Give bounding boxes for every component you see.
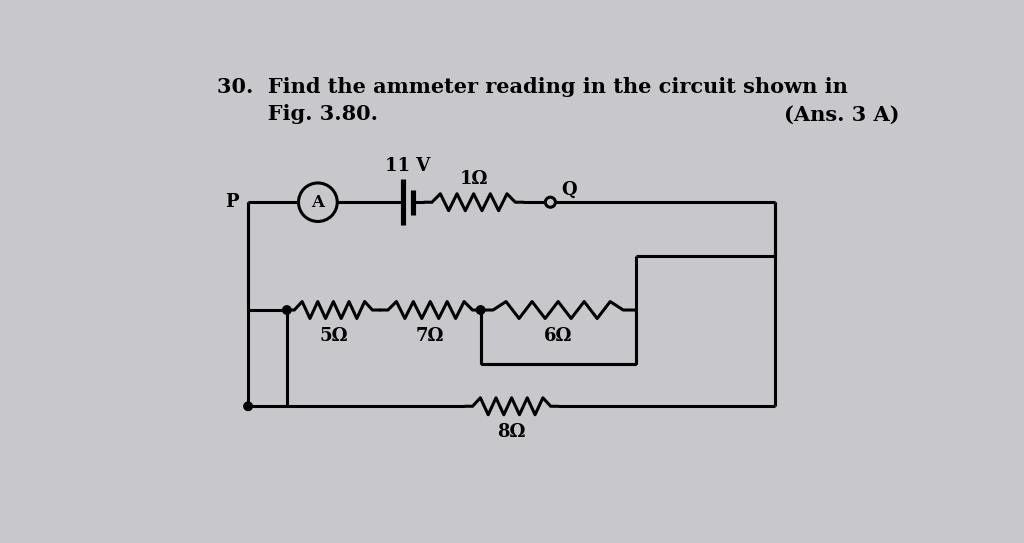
Circle shape	[476, 306, 485, 314]
Text: 8Ω: 8Ω	[498, 423, 525, 441]
Text: 5Ω: 5Ω	[319, 327, 347, 345]
Circle shape	[546, 197, 555, 207]
Text: Q: Q	[561, 180, 577, 198]
Text: (Ans. 3 A): (Ans. 3 A)	[783, 104, 899, 124]
Text: 1Ω: 1Ω	[460, 171, 487, 188]
Text: Fig. 3.80.: Fig. 3.80.	[217, 104, 378, 124]
Text: 11 V: 11 V	[385, 157, 430, 175]
Text: 7Ω: 7Ω	[416, 327, 444, 345]
Text: 6Ω: 6Ω	[544, 327, 572, 345]
Circle shape	[244, 402, 252, 411]
Text: P: P	[225, 193, 239, 211]
Text: A: A	[311, 194, 325, 211]
Circle shape	[283, 306, 291, 314]
Text: 30.  Find the ammeter reading in the circuit shown in: 30. Find the ammeter reading in the circ…	[217, 77, 848, 97]
